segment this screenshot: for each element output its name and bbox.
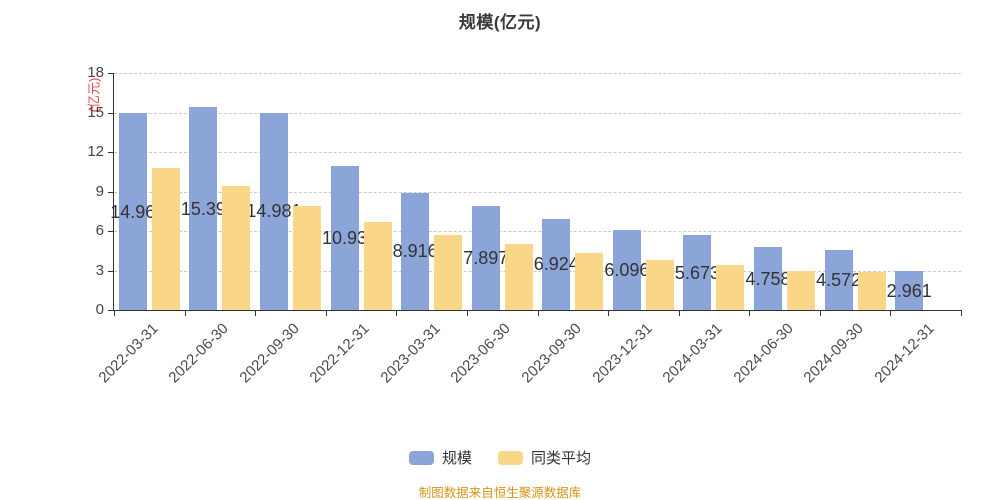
x-axis-label: 2024-12-31 xyxy=(871,320,938,387)
bar-scale[interactable] xyxy=(330,166,359,310)
x-axis-label: 2024-06-30 xyxy=(730,320,797,387)
gridline xyxy=(114,270,961,272)
gridline xyxy=(114,191,961,193)
bar-value-label: 6.096 xyxy=(604,259,650,280)
bar-value-label: 15.39 xyxy=(180,198,226,219)
y-tick-label: 3 xyxy=(95,261,104,279)
x-tick xyxy=(749,310,751,316)
legend-swatch-average xyxy=(498,450,523,465)
bar-scale[interactable] xyxy=(189,107,218,310)
x-tick xyxy=(325,310,327,316)
y-tick-label: 0 xyxy=(95,301,104,318)
bar-average[interactable] xyxy=(363,221,392,310)
x-axis-label: 2024-03-31 xyxy=(659,320,726,387)
bar-average[interactable] xyxy=(222,186,251,310)
bar-scale[interactable] xyxy=(401,192,430,310)
legend-item-scale[interactable]: 规模 xyxy=(408,447,472,468)
bar-average[interactable] xyxy=(787,270,816,310)
x-tick xyxy=(255,310,257,316)
y-tick-label: 9 xyxy=(95,182,104,200)
x-tick xyxy=(114,310,115,316)
y-tick xyxy=(108,310,114,311)
bar-value-label: 2.961 xyxy=(886,280,932,301)
bar-value-label: 14.981 xyxy=(246,201,302,222)
legend-label-average: 同类平均 xyxy=(531,450,592,467)
legend-swatch-scale xyxy=(408,450,434,465)
bar-value-label: 5.673 xyxy=(674,262,720,283)
y-tick xyxy=(108,231,114,232)
bar-average[interactable] xyxy=(857,271,886,310)
x-axis-label: 2022-06-30 xyxy=(165,320,232,387)
bar-average[interactable] xyxy=(434,234,463,310)
y-tick xyxy=(108,112,114,114)
x-tick xyxy=(608,310,610,316)
bar-value-label: 8.916 xyxy=(392,241,438,262)
y-tick-label: 18 xyxy=(87,64,104,81)
gridline xyxy=(114,152,961,153)
legend: 规模 同类平均 xyxy=(0,447,1000,468)
y-tick-label: 6 xyxy=(95,222,104,239)
x-axis-label: 2023-12-31 xyxy=(589,320,656,387)
bar-average[interactable] xyxy=(504,244,533,310)
gridline xyxy=(114,73,961,74)
bar-scale[interactable] xyxy=(118,113,147,310)
bar-scale[interactable] xyxy=(612,229,641,310)
plot-area: (亿元) 0 3 6 9 12 15 18 14.96 2022-03-31 15.39 2022-… xyxy=(87,64,962,386)
bar-scale[interactable] xyxy=(259,112,288,310)
legend-label-scale: 规模 xyxy=(441,450,472,467)
x-axis-label: 2024-09-30 xyxy=(800,320,868,387)
bar-average[interactable] xyxy=(716,265,745,310)
y-tick-label: 12 xyxy=(87,143,104,160)
legend-item-average[interactable]: 同类平均 xyxy=(498,447,591,468)
x-axis-label: 2023-09-30 xyxy=(518,320,585,387)
x-tick xyxy=(466,310,468,316)
bar-value-label: 4.758 xyxy=(745,268,791,289)
bar-value-label: 4.572 xyxy=(816,269,862,290)
bar-value-label: 6.924 xyxy=(533,254,579,275)
x-tick xyxy=(890,310,892,316)
data-source-note: 制图数据来自恒生聚源数据库 xyxy=(418,486,582,500)
bar-scale[interactable] xyxy=(471,206,500,310)
bar-average[interactable] xyxy=(575,253,604,310)
y-tick-label: 15 xyxy=(87,103,104,121)
x-axis-label: 2022-12-31 xyxy=(306,320,374,387)
x-tick xyxy=(184,310,186,316)
bar-average[interactable] xyxy=(292,205,321,310)
x-tick xyxy=(396,310,398,316)
y-tick xyxy=(108,270,114,272)
x-axis-label: 2023-06-30 xyxy=(447,320,515,387)
x-tick xyxy=(537,310,539,316)
x-tick xyxy=(678,310,680,316)
x-tick xyxy=(819,310,821,316)
gridline xyxy=(114,231,961,232)
bar-average[interactable] xyxy=(645,259,674,310)
y-tick xyxy=(108,152,114,153)
bar-scale[interactable] xyxy=(895,271,924,310)
bar-scale[interactable] xyxy=(824,249,853,310)
y-tick xyxy=(108,191,114,193)
bar-value-label: 10.93 xyxy=(322,228,368,249)
chart-title: 规模(亿元) xyxy=(458,13,542,32)
x-axis-label: 2023-03-31 xyxy=(377,320,444,387)
bar-value-label: 14.96 xyxy=(110,201,156,222)
x-axis-label: 2022-03-31 xyxy=(95,320,162,387)
x-axis-label: 2022-09-30 xyxy=(236,320,303,387)
bar-scale[interactable] xyxy=(542,218,571,310)
bar-average[interactable] xyxy=(151,167,180,310)
x-tick xyxy=(961,310,962,316)
y-tick xyxy=(108,73,114,74)
bar-scale[interactable] xyxy=(754,247,783,310)
bar-value-label: 7.897 xyxy=(463,248,509,269)
bar-scale[interactable] xyxy=(683,235,712,310)
gridline xyxy=(114,112,961,114)
